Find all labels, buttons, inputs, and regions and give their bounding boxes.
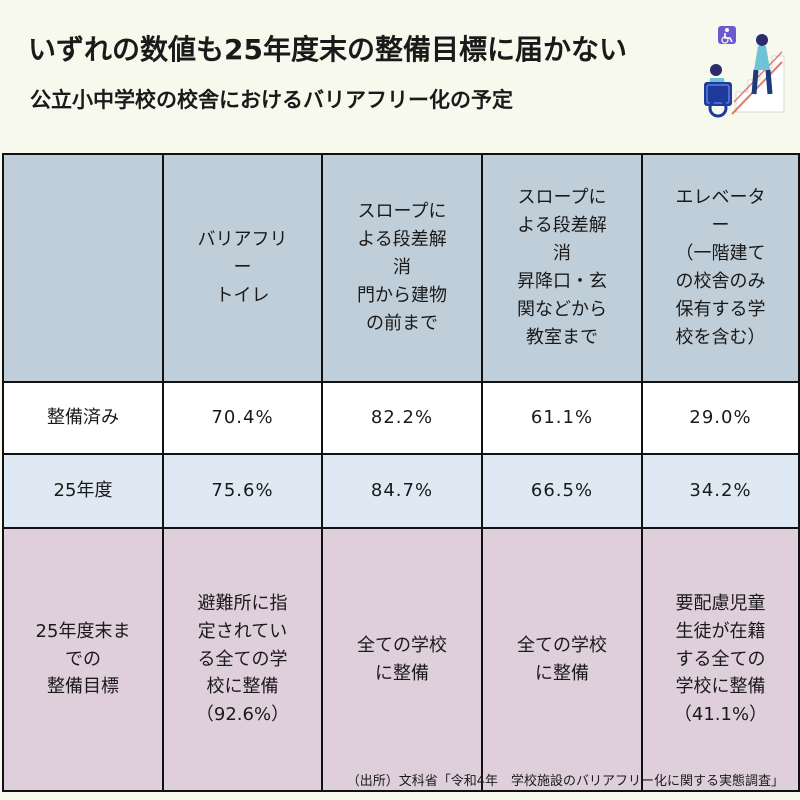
table-cell: 29.0% xyxy=(641,381,800,455)
table-cell: 避難所に指 定されてい る全ての学 校に整備 （92.6%） xyxy=(162,527,323,792)
table-row: 25年度末ま での 整備目標 避難所に指 定されてい る全ての学 校に整備 （9… xyxy=(2,527,800,792)
table-row: 25年度 75.6% 84.7% 66.5% 34.2% xyxy=(2,453,800,529)
header-cell-toilet: バリアフリ ー トイレ xyxy=(162,153,323,383)
table-cell: 全ての学校 に整備 xyxy=(481,527,643,792)
row-label-fy25: 25年度 xyxy=(2,453,164,529)
table-cell: 要配慮児童 生徒が在籍 する全ての 学校に整備 （41.1%） xyxy=(641,527,800,792)
header-cell-slope-gate: スロープに よる段差解 消 門から建物 の前まで xyxy=(321,153,483,383)
row-label-completed: 整備済み xyxy=(2,381,164,455)
table-row: 整備済み 70.4% 82.2% 61.1% 29.0% xyxy=(2,381,800,455)
table-cell: 全ての学校 に整備 xyxy=(321,527,483,792)
header-cell-elevator: エレベータ ー （一階建て の校舎のみ 保有する学 校を含む） xyxy=(641,153,800,383)
table-header-row: バリアフリ ー トイレ スロープに よる段差解 消 門から建物 の前まで スロー… xyxy=(2,153,800,383)
wheelchair-user-icon xyxy=(704,26,785,118)
row-label-target: 25年度末ま での 整備目標 xyxy=(2,527,164,792)
page-title: いずれの数値も25年度末の整備目標に届かない xyxy=(28,33,627,66)
header-cell-slope-classroom: スロープに よる段差解 消 昇降口・玄 関などから 教室まで xyxy=(481,153,643,383)
table-cell: 84.7% xyxy=(321,453,483,529)
table-cell: 34.2% xyxy=(641,453,800,529)
source-note: （出所）文科省「令和4年 学校施設のバリアフリー化に関する実態調査」 xyxy=(346,774,784,789)
table-cell: 75.6% xyxy=(162,453,323,529)
barrier-free-table: バリアフリ ー トイレ スロープに よる段差解 消 門から建物 の前まで スロー… xyxy=(2,153,800,792)
table-cell: 82.2% xyxy=(321,381,483,455)
table-cell: 61.1% xyxy=(481,381,643,455)
table-cell: 70.4% xyxy=(162,381,323,455)
table-cell: 66.5% xyxy=(481,453,643,529)
page-subtitle: 公立小中学校の校舎におけるバリアフリー化の予定 xyxy=(30,88,513,112)
header-cell-corner xyxy=(2,153,164,383)
